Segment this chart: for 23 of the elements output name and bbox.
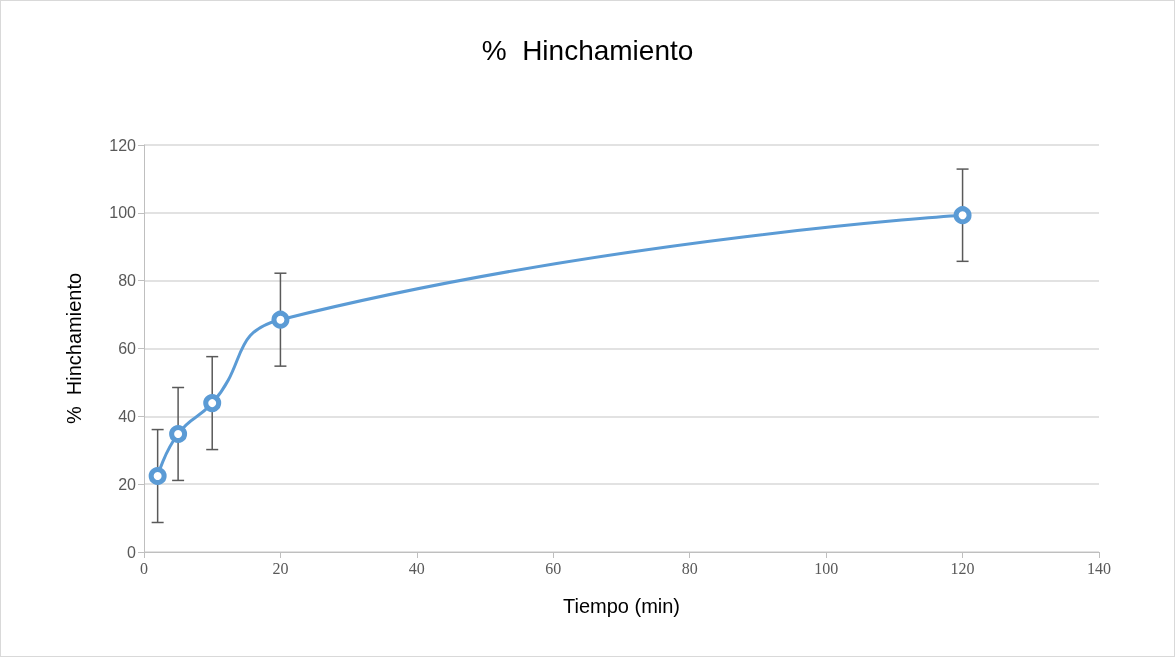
x-tick-label: 0 [140,559,148,577]
chart-title: % Hinchamiento [481,34,694,66]
y-tick-label: 80 [118,272,137,290]
y-tick-label: 20 [118,475,137,493]
x-tick-label: 40 [408,559,425,577]
y-tick-label: 0 [127,543,137,561]
x-tick-label: 140 [1087,559,1111,577]
x-tick-label: 80 [681,559,698,577]
point [169,424,188,443]
x-tick-label: 120 [950,559,975,577]
point [148,467,167,486]
y-axis-title: % Hinchamiento [63,272,85,425]
x-tick-label: 100 [814,559,839,577]
x-axis-title: Tiempo (min) [562,595,681,617]
y-tick-label: 40 [118,407,137,425]
x-tick-label: 60 [545,559,562,577]
point [271,310,290,329]
point [203,394,222,413]
point [953,206,972,225]
y-tick-label: 60 [118,340,137,357]
y-tick-label: 100 [109,204,137,222]
y-tick-label: 120 [109,136,137,154]
x-tick-label: 20 [272,559,289,577]
